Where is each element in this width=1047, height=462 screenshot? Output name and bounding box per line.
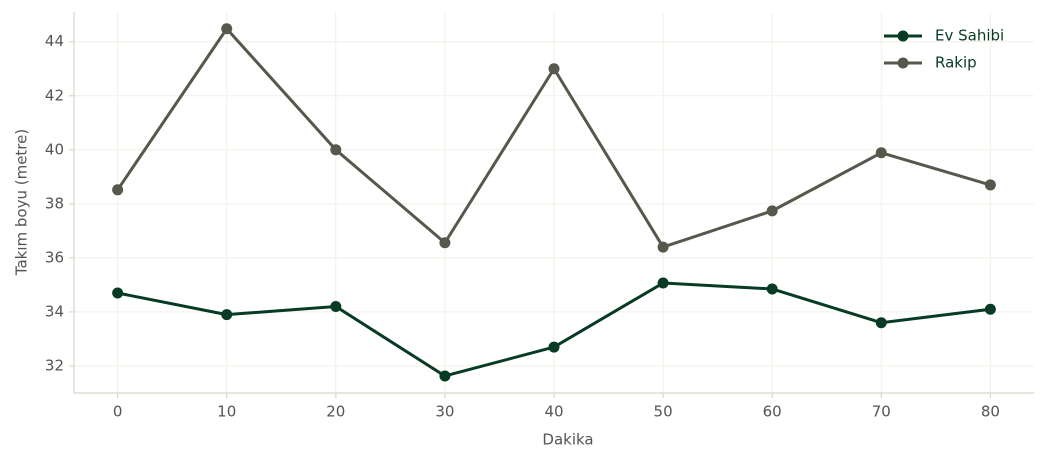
data-point <box>439 370 451 382</box>
y-axis-label: Takım boyu (metre) <box>13 129 31 276</box>
data-point <box>112 184 124 196</box>
data-point <box>548 63 560 75</box>
y-tick-label: 40 <box>45 140 64 158</box>
x-axis-label: Dakika <box>542 431 593 449</box>
x-tick-label: 40 <box>544 403 563 421</box>
data-point <box>112 287 124 299</box>
y-tick-label: 36 <box>45 248 64 266</box>
x-tick-label: 20 <box>326 403 345 421</box>
legend-marker <box>897 57 909 69</box>
x-tick-label: 0 <box>113 403 123 421</box>
x-tick-label: 80 <box>981 403 1000 421</box>
x-tick-label: 70 <box>872 403 891 421</box>
x-tick-label: 60 <box>763 403 782 421</box>
data-point <box>330 301 342 313</box>
data-point <box>875 317 887 329</box>
data-point <box>875 147 887 159</box>
y-tick-label: 38 <box>45 194 64 212</box>
data-point <box>984 303 996 315</box>
data-point <box>221 23 233 35</box>
legend-label: Ev Sahibi <box>935 27 1004 45</box>
data-point <box>330 144 342 156</box>
data-point <box>657 277 669 289</box>
data-point <box>984 179 996 191</box>
data-point <box>221 309 233 321</box>
data-point <box>439 237 451 249</box>
data-point <box>766 283 778 295</box>
y-tick-label: 32 <box>45 356 64 374</box>
x-tick-label: 30 <box>435 403 454 421</box>
x-tick-label: 50 <box>654 403 673 421</box>
data-point <box>548 341 560 353</box>
y-tick-label: 34 <box>45 302 64 320</box>
y-tick-label: 44 <box>45 32 64 50</box>
data-point <box>657 241 669 253</box>
x-tick-label: 10 <box>217 403 236 421</box>
y-tick-label: 42 <box>45 86 64 104</box>
legend-marker <box>897 30 909 42</box>
legend-label: Rakip <box>935 54 977 72</box>
data-point <box>766 205 778 217</box>
